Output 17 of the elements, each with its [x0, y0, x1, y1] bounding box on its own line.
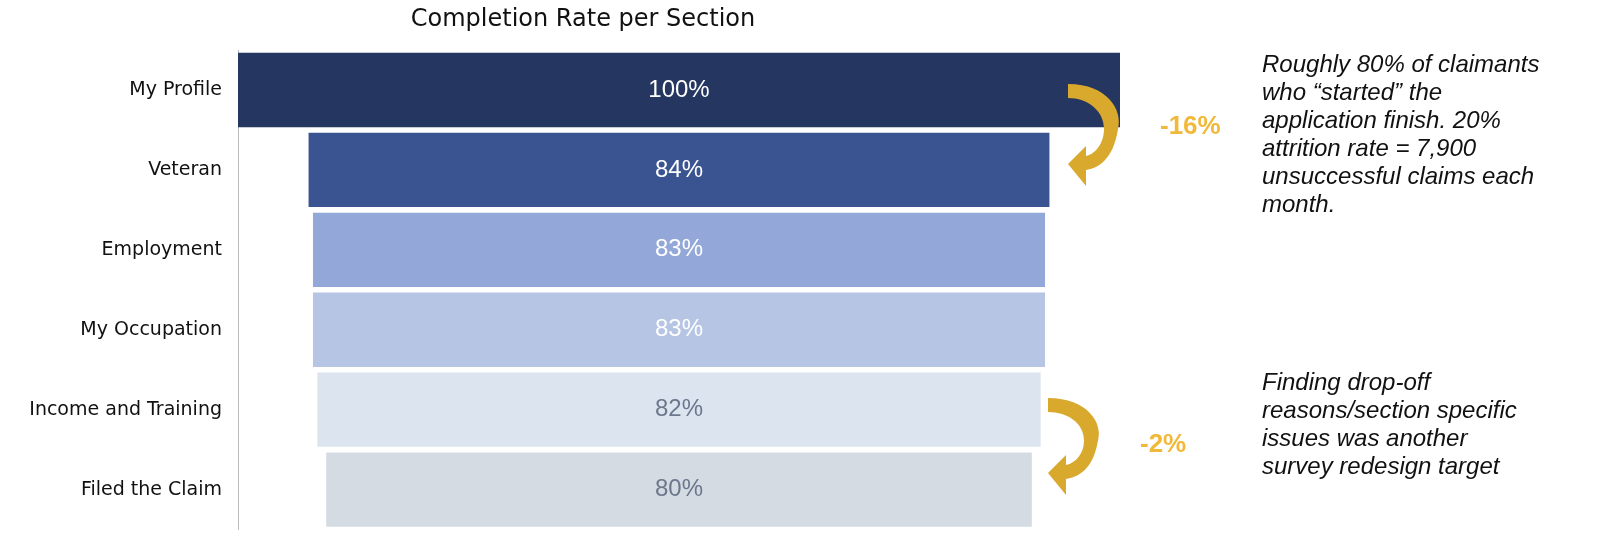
- data-label: 100%: [648, 74, 710, 102]
- text: -2%: [1140, 428, 1187, 459]
- category-label: Filed the Claim: [80, 476, 222, 499]
- category-label: Employment: [101, 236, 222, 259]
- text: Roughly 80% of claimants who “started” the application finish. 20% attrition rate = 7,900 unsuccessful claims each month.: [1262, 50, 1541, 218]
- category-label: My Profile: [129, 76, 222, 99]
- data-label: 82%: [654, 394, 704, 422]
- text: Finding drop-off reasons/section specific issues was another survey redesign target: [1262, 368, 1518, 480]
- category-label: Income and Training: [29, 396, 222, 419]
- text: -16%: [1160, 110, 1221, 141]
- data-label: 84%: [654, 154, 704, 182]
- category-label: Veteran: [148, 156, 222, 179]
- data-label: 83%: [654, 234, 704, 262]
- data-label: 83%: [654, 314, 704, 342]
- category-label: My Occupation: [80, 316, 222, 339]
- text: Completion Rate per Section: [409, 4, 757, 32]
- data-label: 80%: [654, 474, 704, 502]
